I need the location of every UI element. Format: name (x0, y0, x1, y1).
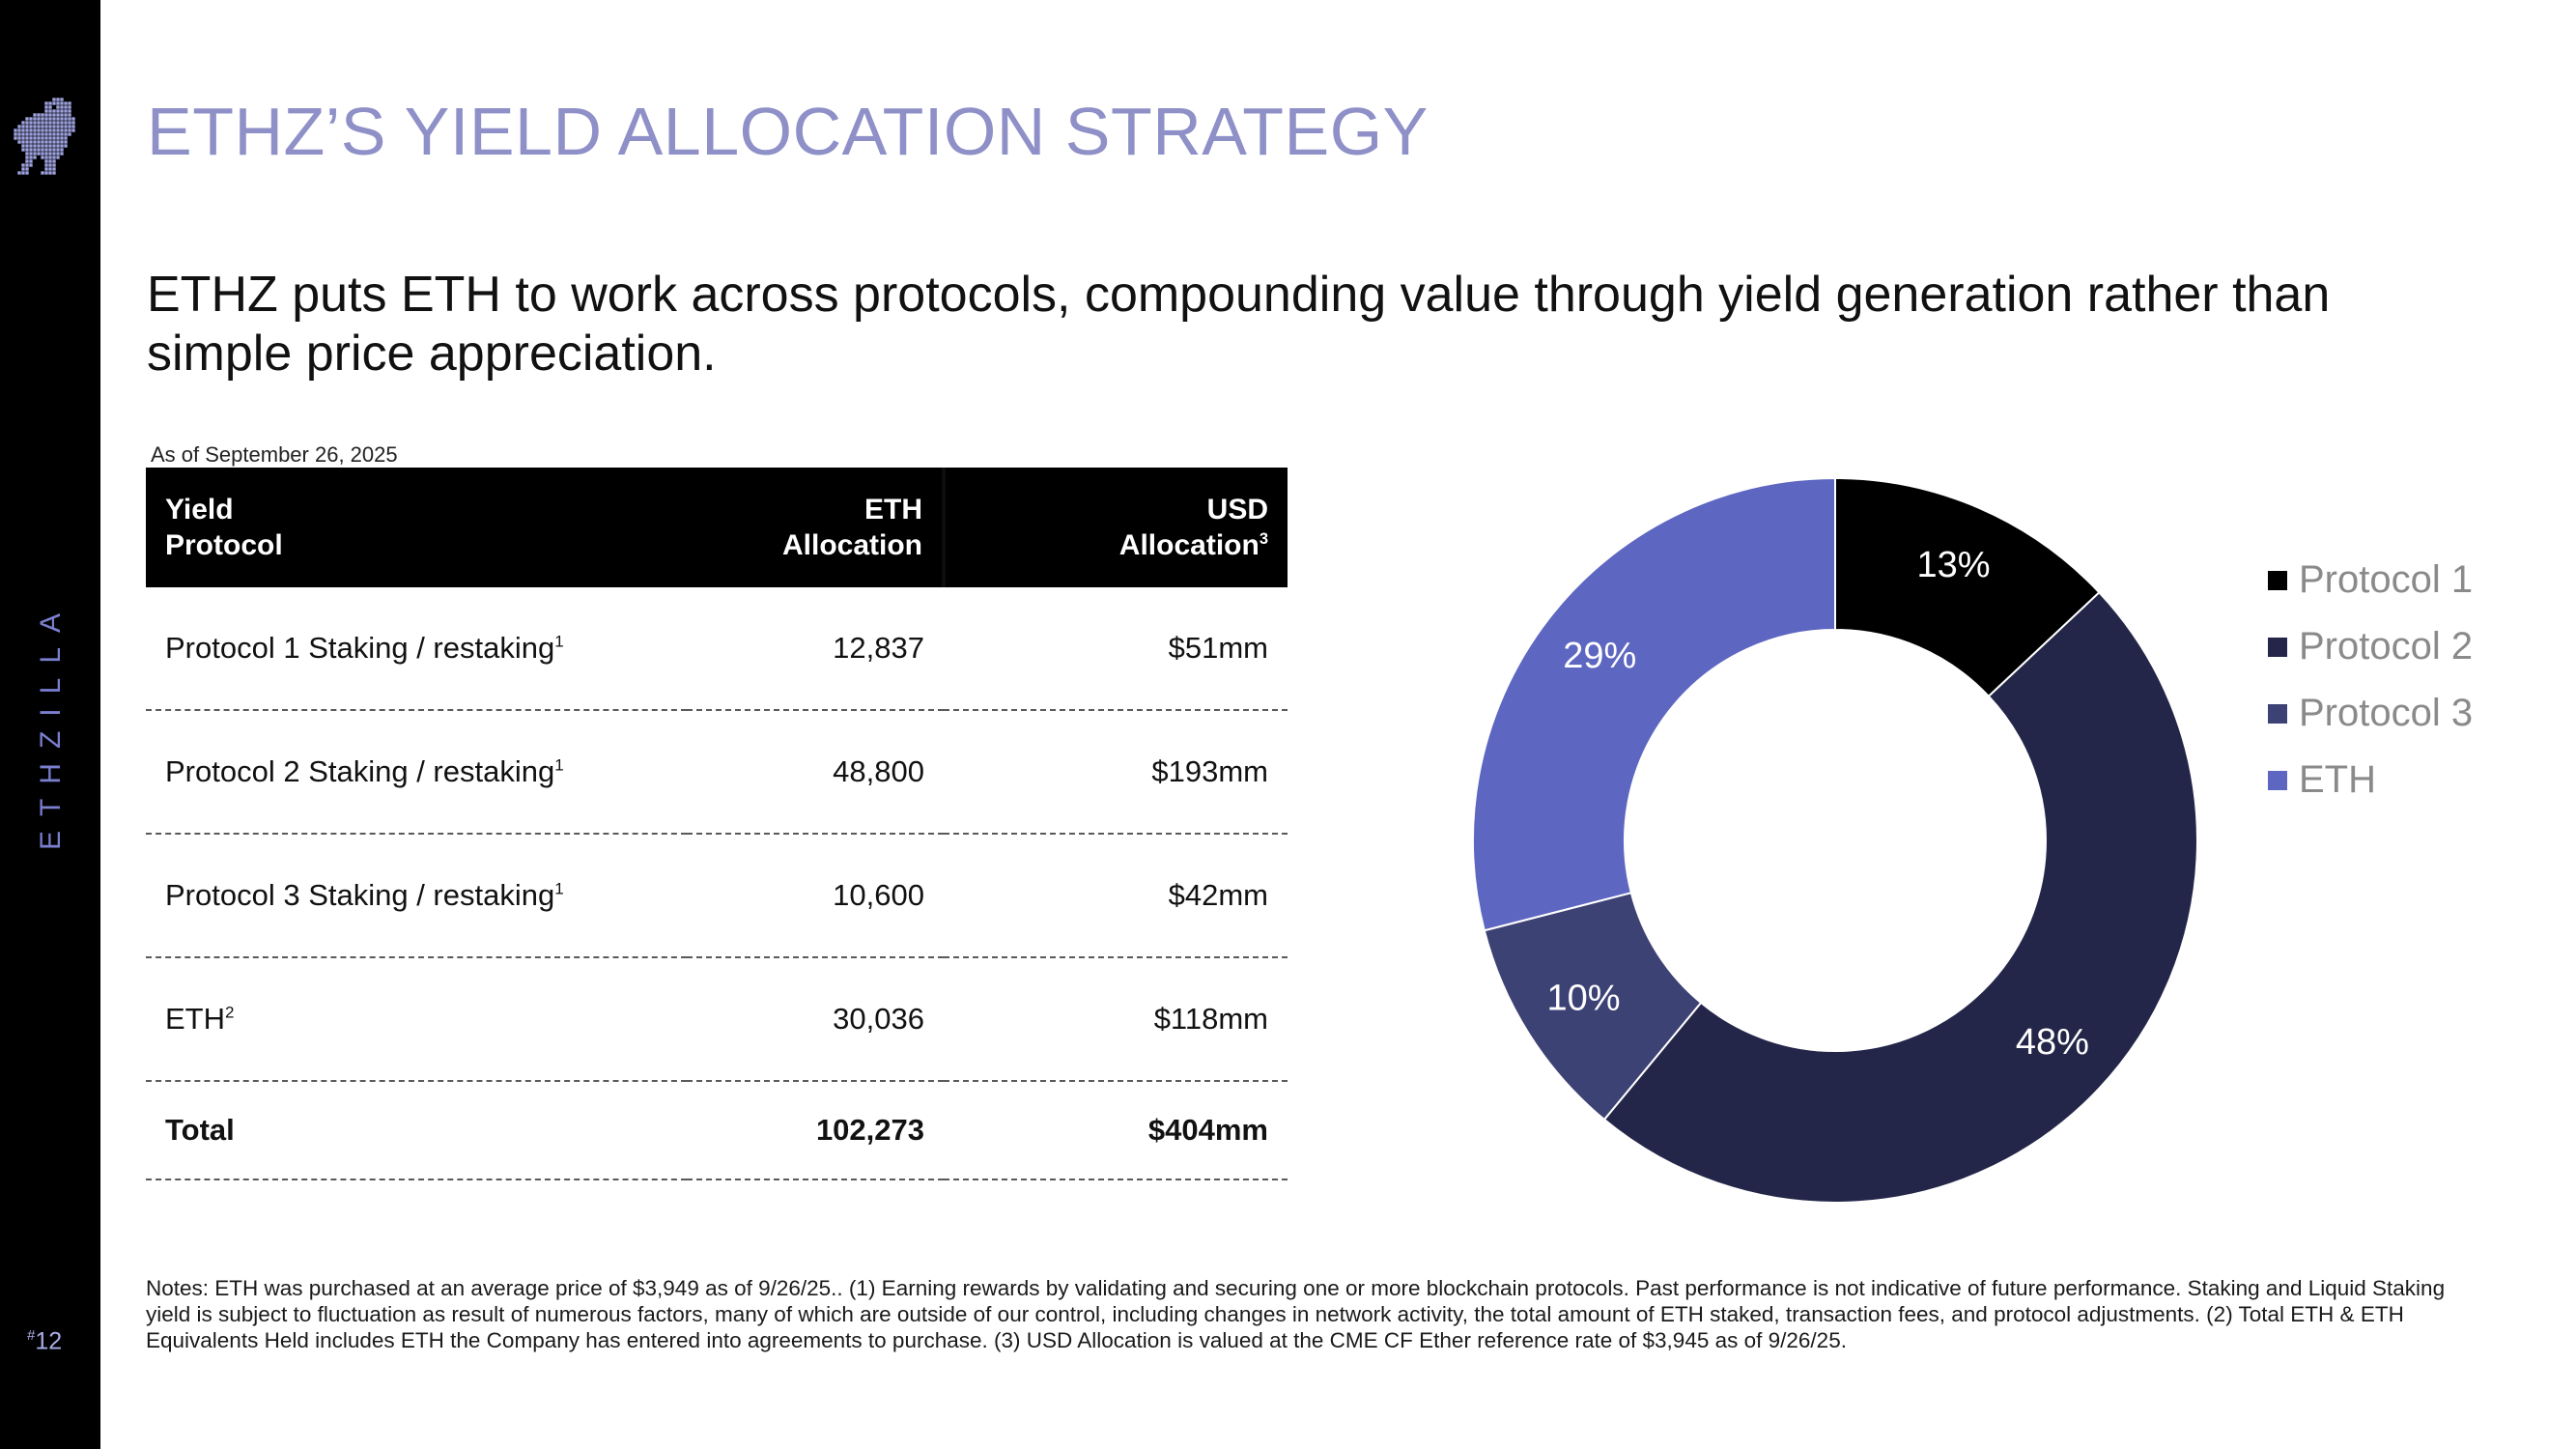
slice-label: 29% (1563, 636, 1636, 676)
header-yield-protocol: Yield Protocol (146, 468, 687, 587)
footnotes: Notes: ETH was purchased at an average p… (146, 1276, 2446, 1352)
legend-swatch (2268, 637, 2287, 657)
eth-cell: 10,600 (687, 834, 944, 958)
page-title: ETHZ’S YIELD ALLOCATION STRATEGY (147, 94, 1429, 169)
donut-chart: 13% 48% 10% 29% (1472, 476, 2198, 1204)
legend-label: Protocol 3 (2299, 692, 2474, 734)
vertical-brand: ETHZILLA (35, 580, 68, 869)
donut-slice-eth (1472, 476, 1836, 932)
donut-slice-protocol-2 (1602, 590, 2198, 1204)
legend-label: Protocol 1 (2299, 558, 2474, 601)
eth-cell: 48,800 (687, 710, 944, 835)
page-number: #12 (27, 1327, 62, 1355)
header-usd-allocation: USD Allocation3 (942, 468, 1288, 587)
sidebar: ETHZILLA #12 (0, 0, 100, 1449)
brand-text: ETHZILLA (35, 598, 68, 851)
table-row: Protocol 3 Staking / restaking1 10,600 $… (146, 834, 1288, 958)
header-footnote: 3 (1259, 530, 1268, 548)
chart-legend: Protocol 1 Protocol 2 Protocol 3 ETH (2268, 547, 2473, 813)
legend-item: Protocol 1 (2268, 547, 2473, 613)
total-label: Total (146, 1081, 687, 1180)
protocol-cell: ETH2 (146, 957, 687, 1082)
slice-label: 48% (2016, 1022, 2089, 1063)
legend-swatch (2268, 770, 2287, 790)
protocol-cell: Protocol 3 Staking / restaking1 (146, 834, 687, 958)
usd-cell: $118mm (944, 957, 1288, 1082)
eth-cell: 12,837 (687, 587, 944, 711)
table-total-row: Total 102,273 $404mm (146, 1081, 1288, 1180)
table-row: Protocol 1 Staking / restaking1 12,837 $… (146, 587, 1288, 711)
slice-label: 13% (1916, 545, 1990, 585)
usd-cell: $193mm (944, 710, 1288, 835)
header-eth-allocation: ETH Allocation (687, 468, 944, 587)
usd-cell: $51mm (944, 587, 1288, 711)
slice-label: 10% (1546, 978, 1620, 1018)
allocation-table: Yield Protocol ETH Allocation USD Allocatio… (146, 468, 1288, 1180)
protocol-cell: Protocol 2 Staking / restaking1 (146, 710, 687, 835)
table-row: Protocol 2 Staking / restaking1 48,800 $… (146, 710, 1288, 835)
usd-cell: $42mm (944, 834, 1288, 958)
legend-item: Protocol 2 (2268, 613, 2473, 680)
legend-label: ETH (2299, 758, 2376, 801)
protocol-cell: Protocol 1 Staking / restaking1 (146, 587, 687, 711)
legend-label: Protocol 2 (2299, 625, 2474, 668)
dinosaur-pixel-logo-icon (14, 98, 75, 175)
legend-swatch (2268, 570, 2287, 590)
total-usd: $404mm (944, 1081, 1288, 1180)
as-of-date: As of September 26, 2025 (151, 442, 398, 467)
legend-item: ETH (2268, 747, 2473, 813)
eth-cell: 30,036 (687, 957, 944, 1082)
table-header-row: Yield Protocol ETH Allocation USD Allocatio… (146, 468, 1288, 587)
page-number-value: 12 (35, 1327, 63, 1355)
page-subtitle: ETHZ puts ETH to work across protocols, … (147, 267, 2331, 382)
total-eth: 102,273 (687, 1081, 944, 1180)
legend-swatch (2268, 703, 2287, 724)
page-number-prefix: # (27, 1327, 36, 1344)
legend-item: Protocol 3 (2268, 680, 2473, 747)
table-row: ETH2 30,036 $118mm (146, 957, 1288, 1082)
